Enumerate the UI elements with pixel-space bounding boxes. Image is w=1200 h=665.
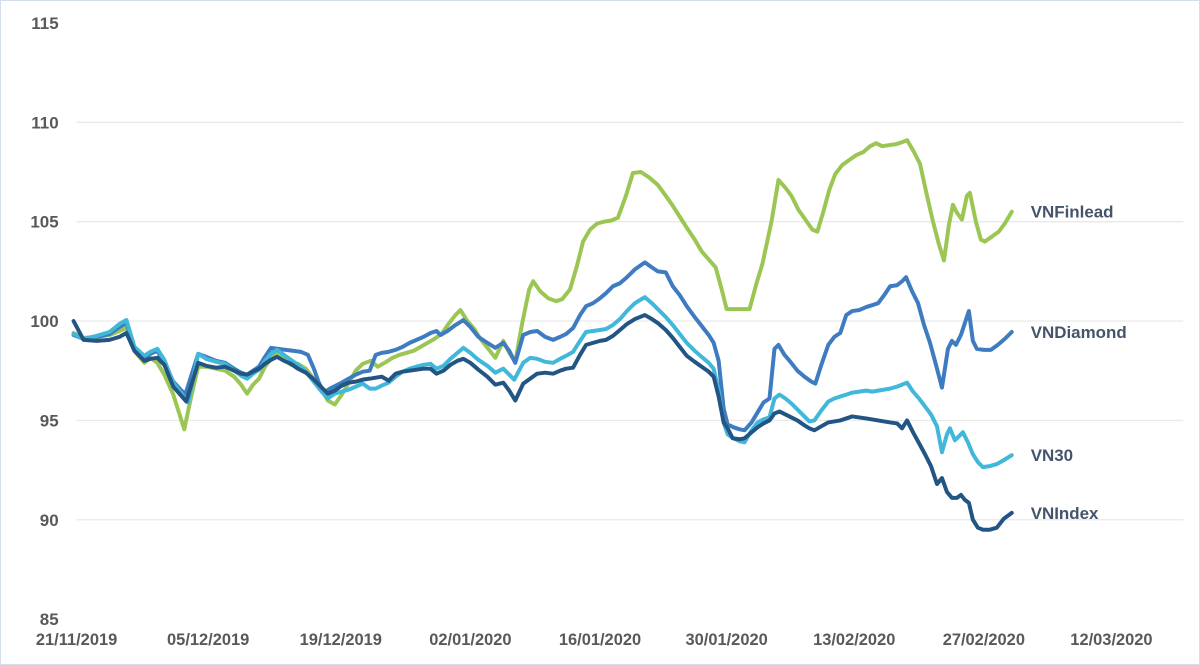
x-tick-label: 16/01/2020 <box>559 631 641 649</box>
x-tick-label: 30/01/2020 <box>685 631 767 649</box>
x-tick-label: 21/11/2019 <box>36 631 117 649</box>
y-tick-label: 105 <box>30 213 58 232</box>
series-line-vnfinlead <box>71 138 1014 432</box>
series-label-vn30: VN30 <box>1031 446 1073 465</box>
series-label-vndiamond: VNDiamond <box>1031 323 1127 342</box>
y-axis-labels: 115 110 105 100 95 90 85 <box>30 14 58 629</box>
y-tick-label: 110 <box>31 113 58 132</box>
x-tick-label: 27/02/2020 <box>943 631 1025 649</box>
series-line-vnindex <box>71 313 1014 532</box>
x-tick-label: 13/02/2020 <box>813 631 895 649</box>
series-line-vndiamond <box>71 260 1014 433</box>
series-lines <box>71 138 1014 532</box>
y-tick-label: 95 <box>40 411 59 430</box>
y-tick-label: 115 <box>31 14 58 33</box>
series-label-vnfinlead: VNFinlead <box>1031 203 1114 222</box>
series-label-vnindex: VNIndex <box>1031 504 1099 523</box>
series-labels: VNFinlead VNDiamond VN30 VNIndex <box>1031 203 1127 523</box>
x-tick-label: 12/03/2020 <box>1070 631 1152 649</box>
y-tick-label: 85 <box>40 610 59 629</box>
x-tick-label: 19/12/2019 <box>300 631 382 649</box>
y-tick-label: 90 <box>40 511 59 530</box>
x-tick-label: 05/12/2019 <box>167 631 249 649</box>
x-tick-label: 02/01/2020 <box>429 631 511 649</box>
series-line-vn30 <box>71 295 1014 470</box>
x-axis-labels: 21/11/2019 05/12/2019 19/12/2019 02/01/2020… <box>36 631 1153 649</box>
y-tick-label: 100 <box>30 312 58 331</box>
